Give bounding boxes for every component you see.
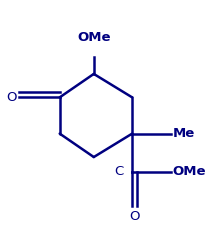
Text: C: C (114, 165, 124, 178)
Text: Me: Me (173, 127, 195, 140)
Text: OMe: OMe (173, 165, 206, 178)
Text: O: O (129, 210, 140, 223)
Text: OMe: OMe (77, 31, 111, 44)
Text: O: O (6, 91, 17, 104)
